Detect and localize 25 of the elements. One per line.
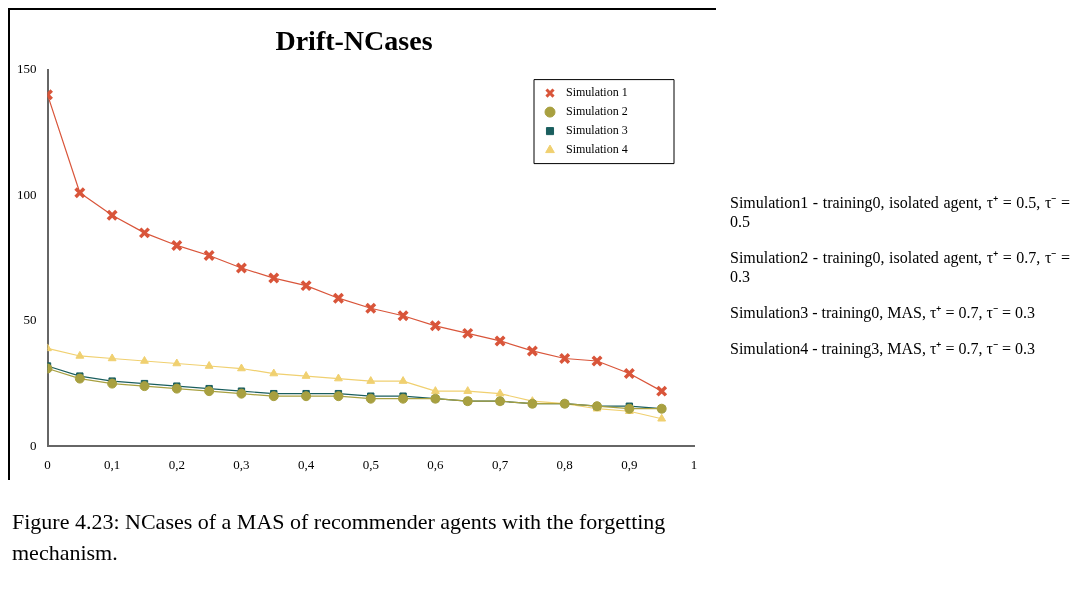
- y-tick-label: 50: [23, 312, 37, 328]
- x-tick-label: 0,3: [233, 456, 250, 472]
- x-tick-label: 0,4: [297, 456, 315, 472]
- x-tick-label: 0,6: [427, 456, 445, 472]
- text: Simulation4 - training3, MAS, τ⁺ = 0.7, τ⁻ = 0.3: [730, 339, 1036, 358]
- legend-label: Simulation 3: [566, 123, 628, 138]
- legend-label: Simulation 1: [566, 85, 628, 100]
- caption: Figure 4.23: NCases of a MAS of recommender agents with the forgetting mechanism.: [12, 508, 667, 567]
- x-tick-label: 0,8: [556, 456, 573, 472]
- x-tick-label: 0,2: [168, 456, 185, 472]
- chart-title: Drift-NCases: [275, 25, 433, 57]
- x-tick-label: 0,1: [104, 456, 121, 472]
- y-tick-label: 150: [17, 61, 37, 77]
- y-tick-label: 0: [30, 437, 37, 453]
- x-tick-label: 0,7: [491, 456, 509, 472]
- x-tick-label: 0,5: [362, 456, 379, 472]
- y-tick-label: 100: [17, 186, 37, 202]
- text: Simulation1 - training0, isolated agent, τ⁺ = 0.5, τ⁻ = 0.5: [730, 193, 1070, 231]
- x-tick-label: 1: [690, 456, 698, 472]
- x-tick-label: 0,9: [621, 456, 638, 472]
- legend-label: Simulation 2: [566, 104, 628, 119]
- legend-label: Simulation 4: [566, 142, 628, 157]
- x-tick-label: 0: [44, 456, 51, 472]
- text: Simulation3 - training0, MAS, τ⁺ = 0.7, τ⁻ = 0.3: [730, 303, 1036, 322]
- text: Simulation2 - training0, isolated agent, τ⁺ = 0.7, τ⁻ = 0.3: [730, 248, 1070, 286]
